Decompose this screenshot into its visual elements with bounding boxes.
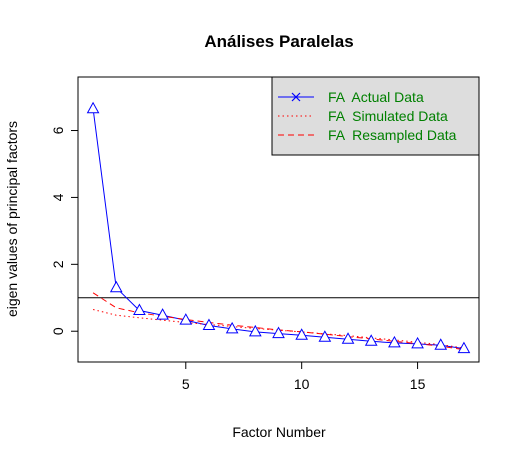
series-point-0 xyxy=(272,326,285,339)
series-point-0 xyxy=(109,280,123,293)
series-point-0 xyxy=(133,303,146,315)
series-point-0 xyxy=(86,101,100,114)
series-point-0 xyxy=(388,335,401,348)
series-point-0 xyxy=(341,332,355,344)
y-tick-label: 4 xyxy=(50,193,66,201)
series-line-1 xyxy=(92,309,464,349)
legend: FA Actual Data FA Simulated Data FA Resamp… xyxy=(271,76,480,156)
series-point-0 xyxy=(202,318,216,331)
legend-label-0: FA Actual Data xyxy=(328,89,424,105)
series-point-0 xyxy=(248,324,262,337)
x-tick-label: 15 xyxy=(410,376,426,392)
series-point-0 xyxy=(364,334,378,346)
y-axis-label: eigen values of principal factors xyxy=(4,121,20,317)
series-point-0 xyxy=(318,330,332,342)
series-line-2 xyxy=(92,292,464,351)
x-tick-label: 10 xyxy=(294,376,310,392)
legend-label-1: FA Simulated Data xyxy=(328,108,448,124)
series-point-0 xyxy=(295,328,309,340)
y-tick-label: 0 xyxy=(50,327,66,335)
chart-title: Análises Paralelas xyxy=(204,32,353,51)
series-point-0 xyxy=(179,313,193,325)
legend-label-2: FA Resampled Data xyxy=(328,127,457,143)
legend-marker-cross xyxy=(291,92,301,102)
x-axis-label: Factor Number xyxy=(232,424,326,440)
series-point-0 xyxy=(457,341,471,354)
plot-layer: 5 10 15 0 2 4 6 FA Actual Data FA Simulated Data… xyxy=(50,76,480,392)
x-tick-label: 5 xyxy=(182,376,190,392)
y-tick-label: 2 xyxy=(50,260,66,268)
series-point-0 xyxy=(434,338,448,350)
y-tick-label: 6 xyxy=(50,126,66,134)
series-point-0 xyxy=(156,308,169,320)
series-point-0 xyxy=(225,321,239,334)
series-point-0 xyxy=(411,336,424,349)
